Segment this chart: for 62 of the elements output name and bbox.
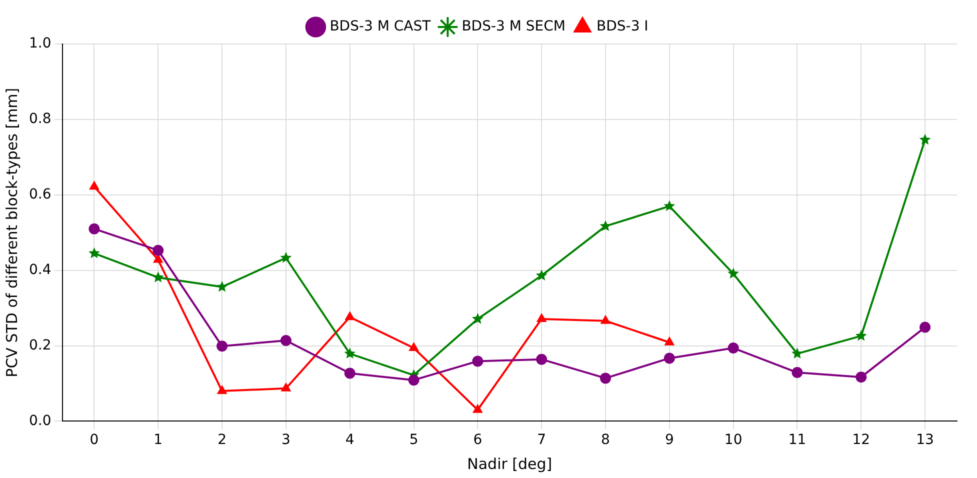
point [664,200,676,212]
y-tick-label: 0.2 [29,337,52,354]
point [216,280,228,292]
x-tick-label: 3 [281,432,290,448]
x-tick-label: 7 [537,432,546,448]
legend-label: BDS-3 I [596,18,648,35]
point [664,336,674,346]
x-tick-label: 2 [218,432,226,448]
point [536,270,548,280]
point [728,342,739,354]
point [344,368,356,379]
point [920,322,931,333]
point [153,254,163,263]
point [152,244,164,256]
x-tick-label: 6 [473,432,482,448]
x-tick-label: 5 [409,432,418,448]
point [408,342,419,352]
point [600,220,612,232]
point [855,330,867,341]
point [217,386,227,394]
point [280,252,292,263]
x-tick-label: 11 [788,432,806,448]
y-tick-label: 0.0 [29,412,52,429]
y-axis-title: PCV STD of different block-types [mm] [2,88,21,378]
point [281,382,291,392]
point [408,374,420,386]
point [472,356,484,367]
point [728,268,740,279]
point [89,181,100,190]
x-tick-label: 4 [345,432,354,448]
point [216,340,228,352]
point [345,312,355,320]
point [536,313,546,322]
legend-label: BDS-3 M CAST [330,18,432,35]
point [536,354,548,365]
x-axis-title: Nadir [deg] [467,454,552,473]
point [88,223,100,234]
point [472,312,484,324]
point [152,271,164,282]
point [472,404,483,413]
legend-label: BDS-3 M SECM [462,18,566,35]
point [280,334,292,346]
point [88,247,100,258]
x-tick-label: 12 [852,432,870,448]
x-tick-label: 8 [601,432,610,448]
y-tick-label: 0.6 [29,186,52,203]
point [664,352,675,364]
x-tick-label: 1 [154,432,163,448]
point [600,372,611,384]
point [792,348,803,359]
point [856,372,867,383]
x-tick-label: 10 [724,432,742,448]
y-tick-label: 1.0 [29,36,52,52]
y-tick-label: 0.8 [29,111,52,128]
y-tick-label: 0.4 [29,262,52,278]
x-tick-label: 0 [90,432,99,448]
point [344,348,356,359]
x-tick-label: 9 [664,432,674,448]
x-tick-label: 13 [916,432,934,448]
point [600,315,610,324]
point [792,367,803,378]
point [919,134,931,145]
